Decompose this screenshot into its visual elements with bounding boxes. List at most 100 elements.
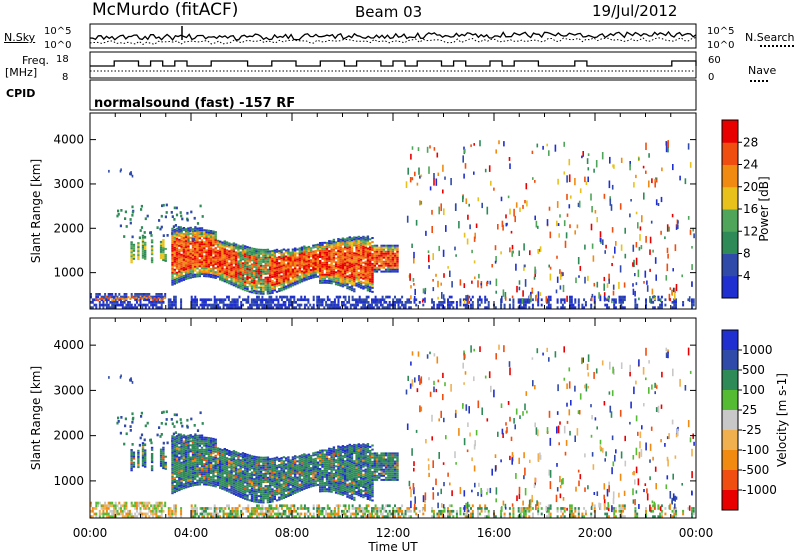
nsky-series	[89, 30, 697, 41]
power-cell	[121, 297, 124, 300]
power-cell	[330, 301, 333, 304]
power-cell	[194, 261, 197, 264]
velocity-cell	[228, 450, 231, 452]
power-cell	[334, 253, 338, 256]
power-cell	[146, 293, 149, 296]
velocity-cell	[219, 468, 222, 471]
power-cell	[556, 220, 558, 227]
velocity-cell	[184, 449, 188, 452]
velocity-cell	[171, 455, 174, 458]
power-cell	[318, 303, 320, 307]
power-cell	[346, 237, 349, 240]
power-cell	[255, 262, 258, 265]
power-cell	[373, 246, 376, 249]
power-cell	[391, 246, 395, 249]
power-cell	[357, 261, 360, 264]
power-cell	[337, 263, 340, 266]
power-cell	[209, 242, 213, 244]
velocity-cell	[257, 462, 261, 465]
power-cell	[253, 265, 256, 268]
velocity-cell	[200, 477, 204, 480]
power-cell	[294, 271, 297, 274]
velocity-cell	[246, 494, 249, 497]
power-cell	[255, 280, 258, 283]
velocity-cell	[191, 476, 195, 479]
power-cell	[180, 279, 183, 282]
power-cell	[203, 306, 206, 309]
power-cell	[131, 235, 134, 239]
velocity-cell	[216, 461, 220, 464]
power-cell	[121, 295, 124, 299]
velocity-cell	[307, 459, 311, 462]
power-cell	[348, 276, 351, 279]
power-cell	[278, 252, 281, 255]
velocity-cell	[280, 493, 283, 496]
velocity-cell	[205, 469, 208, 472]
power-cell	[250, 279, 254, 282]
power-cell	[296, 280, 299, 283]
power-cell	[171, 255, 174, 258]
power-cell	[300, 248, 304, 251]
power-cell	[478, 303, 481, 307]
velocity-cell	[232, 476, 236, 479]
power-cell	[570, 298, 573, 302]
power-cell	[438, 306, 441, 309]
power-cell	[371, 249, 374, 251]
power-cell	[350, 243, 354, 246]
power-cell	[234, 253, 238, 256]
velocity-cell	[132, 453, 136, 456]
power-cell	[207, 229, 211, 232]
velocity-cell	[253, 492, 256, 495]
power-cell	[262, 288, 265, 291]
velocity-cell	[219, 452, 222, 455]
power-cell	[228, 272, 231, 275]
velocity-cell	[189, 458, 192, 461]
velocity-cell	[194, 437, 197, 440]
velocity-cell	[309, 485, 313, 488]
power-cell	[491, 264, 493, 268]
velocity-cell	[196, 483, 199, 486]
velocity-cell	[269, 501, 272, 503]
velocity-cell	[294, 483, 297, 486]
velocity-cell	[246, 482, 249, 485]
velocity-cell	[282, 456, 286, 459]
power-cell	[387, 244, 390, 247]
power-cell	[337, 298, 340, 302]
power-cell	[246, 252, 249, 254]
power-cell	[291, 258, 295, 261]
power-cell	[144, 217, 147, 221]
velocity-cell	[264, 477, 267, 479]
power-cell	[266, 301, 269, 304]
power-cell	[227, 303, 230, 307]
velocity-cell	[230, 489, 233, 492]
velocity-cell	[300, 486, 304, 489]
cpid-label: CPID	[6, 87, 36, 100]
power-cell	[325, 265, 329, 268]
power-cell	[187, 231, 190, 234]
power-cell	[364, 246, 367, 249]
power-cell	[344, 278, 347, 281]
power-cell	[228, 276, 231, 279]
velocity-cell	[282, 494, 286, 497]
power-cell	[326, 303, 329, 307]
power-cell	[214, 275, 217, 277]
power-cell	[477, 280, 479, 288]
power-cell	[194, 298, 197, 302]
power-cell	[359, 268, 363, 271]
velocity-cell	[241, 452, 245, 455]
power-cell	[312, 262, 315, 265]
velocity-cell	[223, 472, 226, 475]
power-cell	[219, 268, 222, 271]
velocity-cell	[200, 471, 204, 474]
velocity-cell	[171, 457, 174, 460]
velocity-cell	[214, 444, 217, 447]
power-cell	[294, 247, 297, 250]
velocity-cell	[184, 472, 188, 475]
velocity-cell	[182, 468, 186, 471]
power-cell	[155, 306, 158, 309]
power-cell	[348, 301, 351, 304]
power-cell	[266, 268, 270, 271]
power-cell	[353, 272, 356, 275]
velocity-cell	[225, 459, 229, 462]
power-cell	[250, 265, 254, 268]
